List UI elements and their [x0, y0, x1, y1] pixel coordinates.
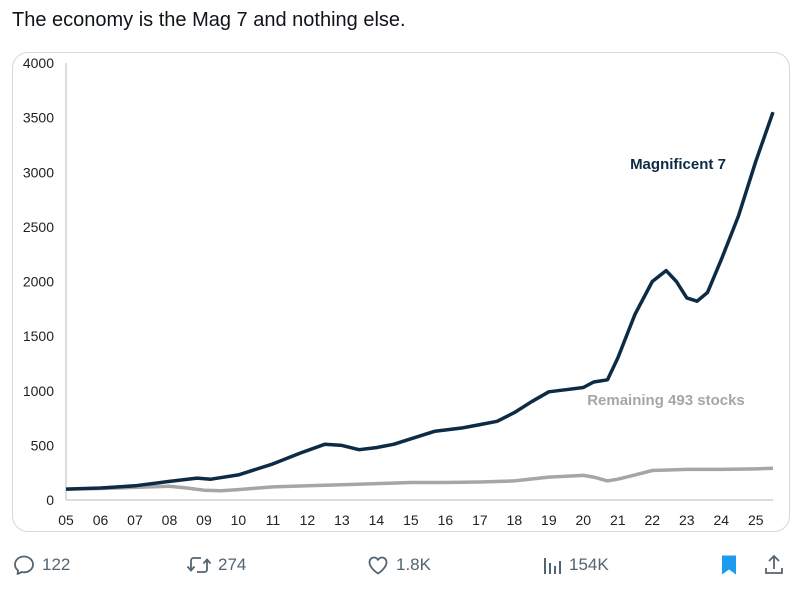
repost-count: 274 — [218, 555, 247, 574]
bar-chart-icon — [541, 553, 563, 577]
share-icon — [762, 553, 786, 577]
x-tick-label: 18 — [507, 512, 523, 528]
y-tick-label: 1500 — [23, 328, 54, 344]
repost-button[interactable]: 274 — [186, 548, 246, 582]
x-tick-label: 13 — [334, 512, 350, 528]
y-tick-label: 3500 — [23, 110, 54, 126]
x-tick-label: 14 — [369, 512, 385, 528]
tweet-text: The economy is the Mag 7 and nothing els… — [12, 9, 406, 31]
like-button[interactable]: 1.8K — [366, 548, 431, 582]
y-tick-label: 1000 — [23, 383, 54, 399]
bookmark-icon — [718, 553, 740, 577]
x-tick-label: 12 — [300, 512, 316, 528]
x-tick-label: 08 — [162, 512, 178, 528]
chart-image[interactable]: 0 500 1000 1500 2000 2500 3000 3500 4000 05 06 07 0… — [12, 52, 790, 532]
x-tick-label: 23 — [679, 512, 695, 528]
y-tick-label: 0 — [46, 492, 54, 508]
x-tick-label: 05 — [58, 512, 74, 528]
reply-icon — [12, 553, 36, 577]
x-tick-label: 07 — [127, 512, 143, 528]
x-tick-label: 16 — [438, 512, 454, 528]
x-tick-label: 24 — [713, 512, 729, 528]
views-button[interactable]: 154K — [541, 548, 609, 582]
x-tick-label: 22 — [645, 512, 661, 528]
heart-icon — [366, 553, 390, 577]
like-count: 1.8K — [396, 555, 431, 574]
series-line-remaining — [65, 466, 774, 493]
x-tick-label: 20 — [576, 512, 592, 528]
bookmark-button[interactable] — [718, 548, 740, 582]
x-axis: 05 06 07 08 09 10 11 12 13 14 15 16 17 18 19 20 21 22 23 24… — [58, 512, 764, 528]
y-tick-label: 3000 — [23, 164, 54, 180]
x-tick-label: 09 — [196, 512, 212, 528]
x-tick-label: 15 — [403, 512, 419, 528]
repost-icon — [186, 553, 212, 577]
y-tick-label: 4000 — [23, 55, 54, 71]
reply-count: 122 — [42, 555, 71, 574]
series-label-mag7: Magnificent 7 — [630, 156, 726, 173]
reply-button[interactable]: 122 — [12, 548, 70, 582]
view-count: 154K — [569, 555, 609, 574]
y-tick-label: 500 — [31, 437, 55, 453]
y-axis: 0 500 1000 1500 2000 2500 3000 3500 4000 — [23, 55, 54, 508]
x-tick-label: 21 — [610, 512, 626, 528]
series-label-remaining: Remaining 493 stocks — [587, 392, 745, 409]
series-line-mag7 — [65, 111, 775, 491]
x-tick-label: 10 — [231, 512, 247, 528]
y-tick-label: 2000 — [23, 274, 54, 290]
x-tick-label: 19 — [541, 512, 557, 528]
action-bar: 122 274 1.8K 154K — [0, 548, 794, 582]
share-button[interactable] — [762, 548, 786, 582]
x-tick-label: 11 — [266, 512, 281, 528]
x-tick-label: 25 — [748, 512, 764, 528]
x-tick-label: 17 — [472, 512, 488, 528]
y-tick-label: 2500 — [23, 219, 54, 235]
x-tick-label: 06 — [93, 512, 109, 528]
